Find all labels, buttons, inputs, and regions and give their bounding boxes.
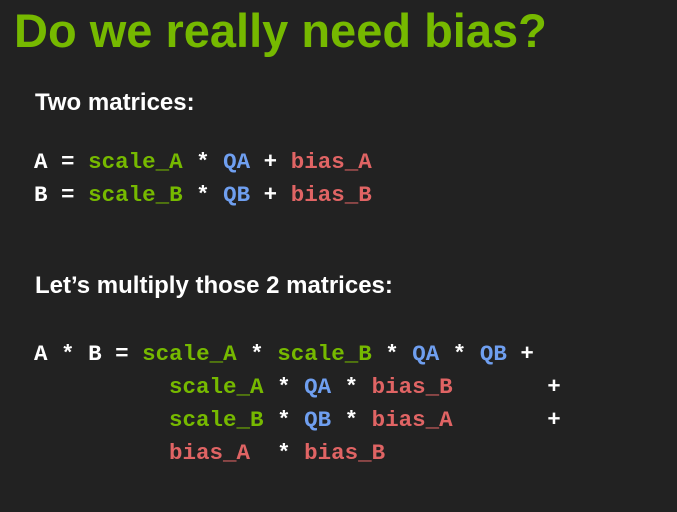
def-a-line: A = scale_A * QA + bias_A: [34, 149, 372, 175]
product-line-2: scale_A * QA * bias_B +: [169, 374, 561, 400]
product-line-1: A * B = scale_A * scale_B * QA * QB +: [34, 341, 534, 367]
bias-a-term: bias_A: [290, 149, 372, 175]
scale-a-term: scale_A: [88, 149, 183, 175]
product-expansion: A * B = scale_A * scale_B * QA * QB + sc…: [34, 338, 561, 470]
def-b-line: B = scale_B * QB + bias_B: [34, 182, 372, 208]
multiply-heading: Let’s multiply those 2 matrices:: [35, 272, 393, 299]
slide-title: Do we really need bias?: [14, 4, 547, 57]
product-line-4: bias_A * bias_B: [169, 440, 386, 466]
matrix-definitions: A = scale_A * QA + bias_A B = scale_B * …: [34, 146, 372, 212]
qb-term: QB: [223, 182, 251, 208]
qa-term: QA: [223, 149, 251, 175]
two-matrices-heading: Two matrices:: [35, 89, 195, 116]
bias-b-term: bias_B: [290, 182, 372, 208]
product-line-3: scale_B * QB * bias_A +: [169, 407, 561, 433]
scale-b-term: scale_B: [88, 182, 183, 208]
